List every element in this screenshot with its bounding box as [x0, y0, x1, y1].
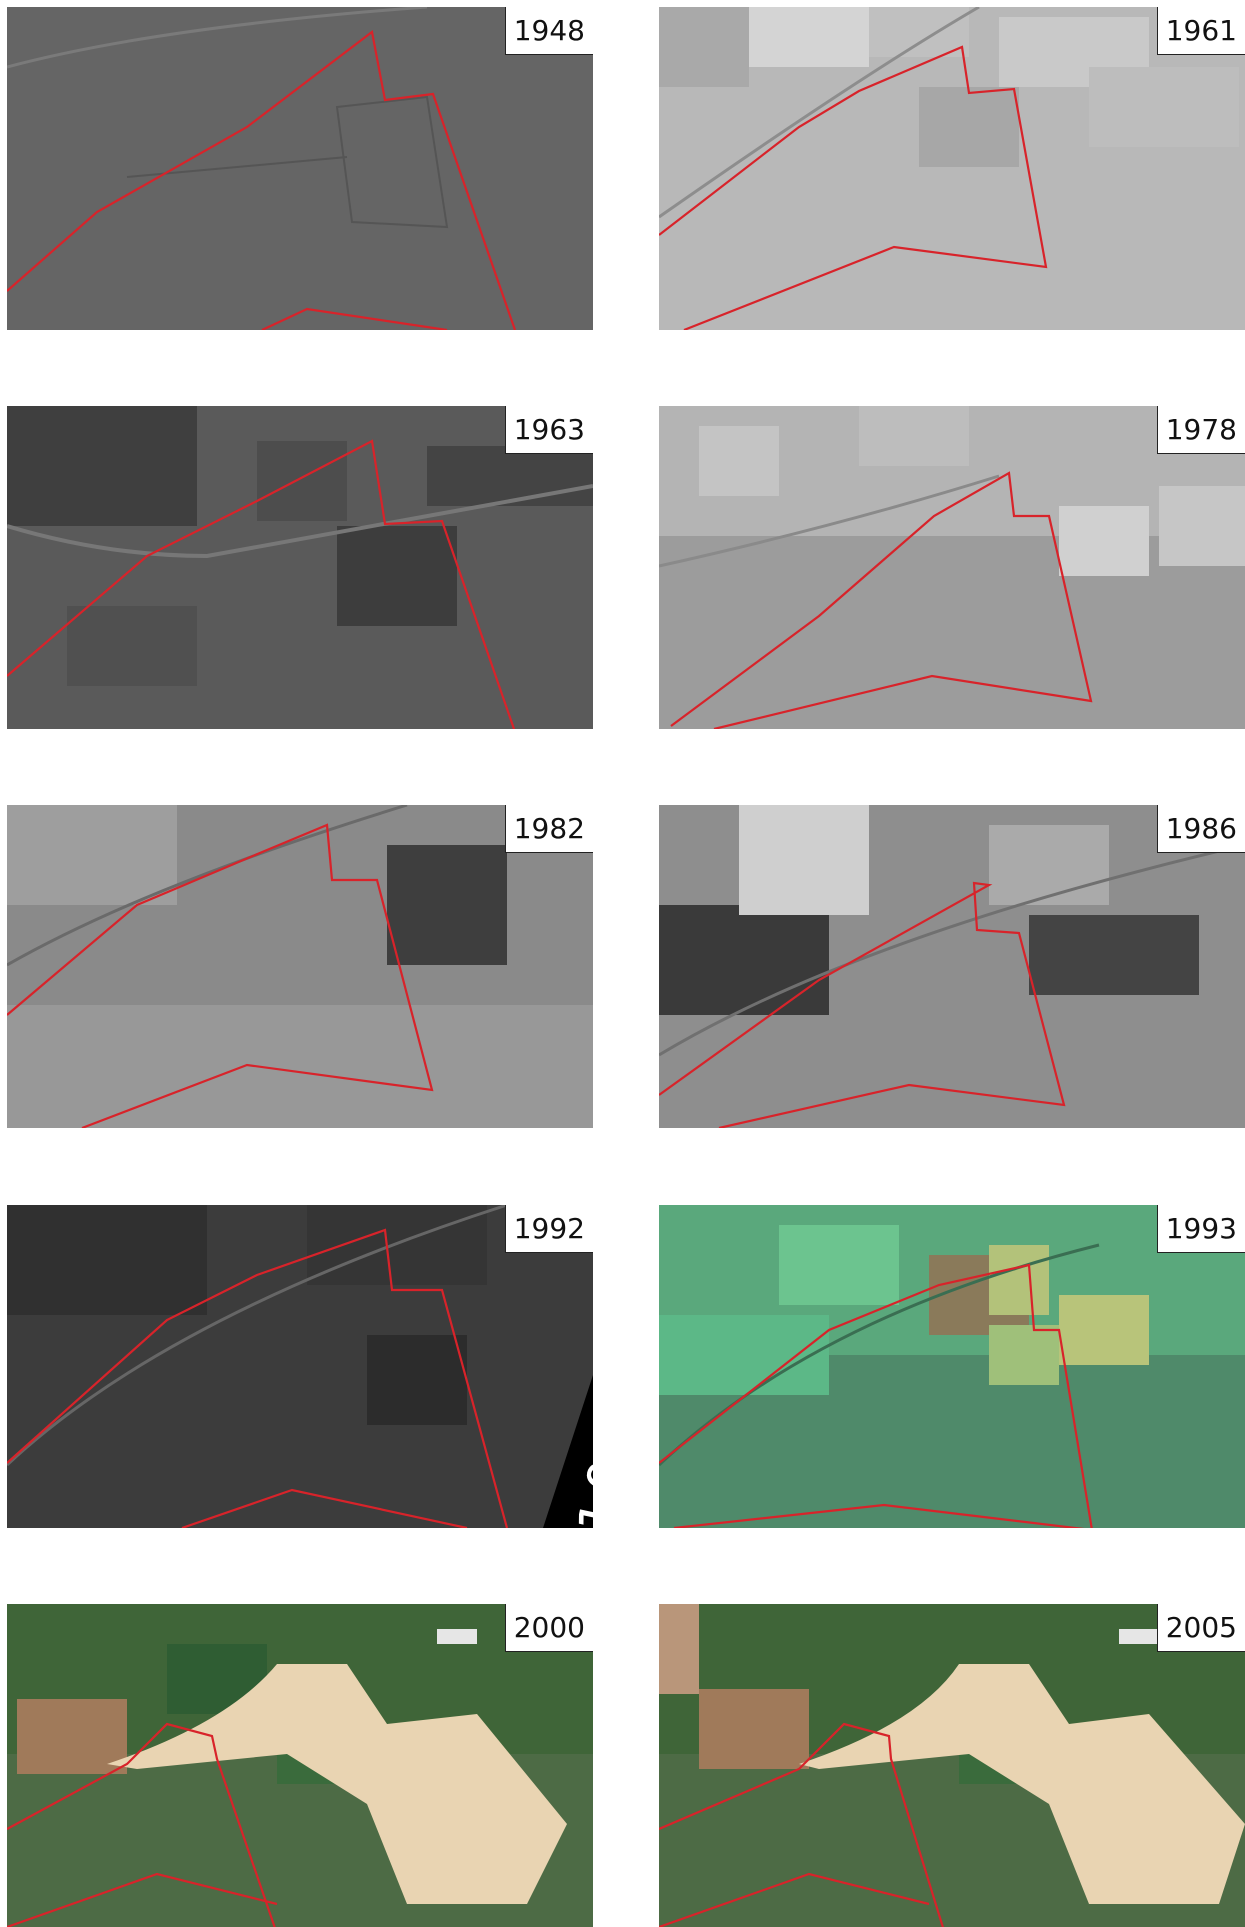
aerial-photo-1993: 1993: [659, 1205, 1245, 1528]
year-label: 1986: [1156, 805, 1245, 853]
year-label: 2005: [1156, 1604, 1245, 1652]
aerial-image-1978: [659, 406, 1245, 729]
aerial-photo-1978: 1978: [659, 406, 1245, 729]
year-label: 1978: [1156, 406, 1245, 454]
aerial-photo-1986: 1986: [659, 805, 1245, 1128]
aerial-image-1993: [659, 1205, 1245, 1528]
aerial-image-1948: [7, 7, 593, 330]
aerial-photo-1961: 1961: [659, 7, 1245, 330]
year-label: 2000: [504, 1604, 593, 1652]
aerial-photo-1982: 1982: [7, 805, 593, 1128]
aerial-photo-1992: 100 1992: [7, 1205, 593, 1528]
year-label: 1993: [1156, 1205, 1245, 1253]
aerial-photo-1963: 1963: [7, 406, 593, 729]
aerial-photo-2005: 2005: [659, 1604, 1245, 1927]
year-label: 1948: [504, 7, 593, 55]
aerial-photo-1948: 1948: [7, 7, 593, 330]
aerial-image-1963: [7, 406, 593, 729]
year-label: 1961: [1156, 7, 1245, 55]
aerial-image-1992: [7, 1205, 593, 1528]
year-label: 1963: [504, 406, 593, 454]
aerial-image-1961: [659, 7, 1245, 330]
year-label: 1992: [504, 1205, 593, 1253]
aerial-image-1986: [659, 805, 1245, 1128]
aerial-image-2000: [7, 1604, 593, 1927]
aerial-photo-2000: 2000: [7, 1604, 593, 1927]
aerial-image-1982: [7, 805, 593, 1128]
aerial-image-2005: [659, 1604, 1245, 1927]
year-label: 1982: [504, 805, 593, 853]
